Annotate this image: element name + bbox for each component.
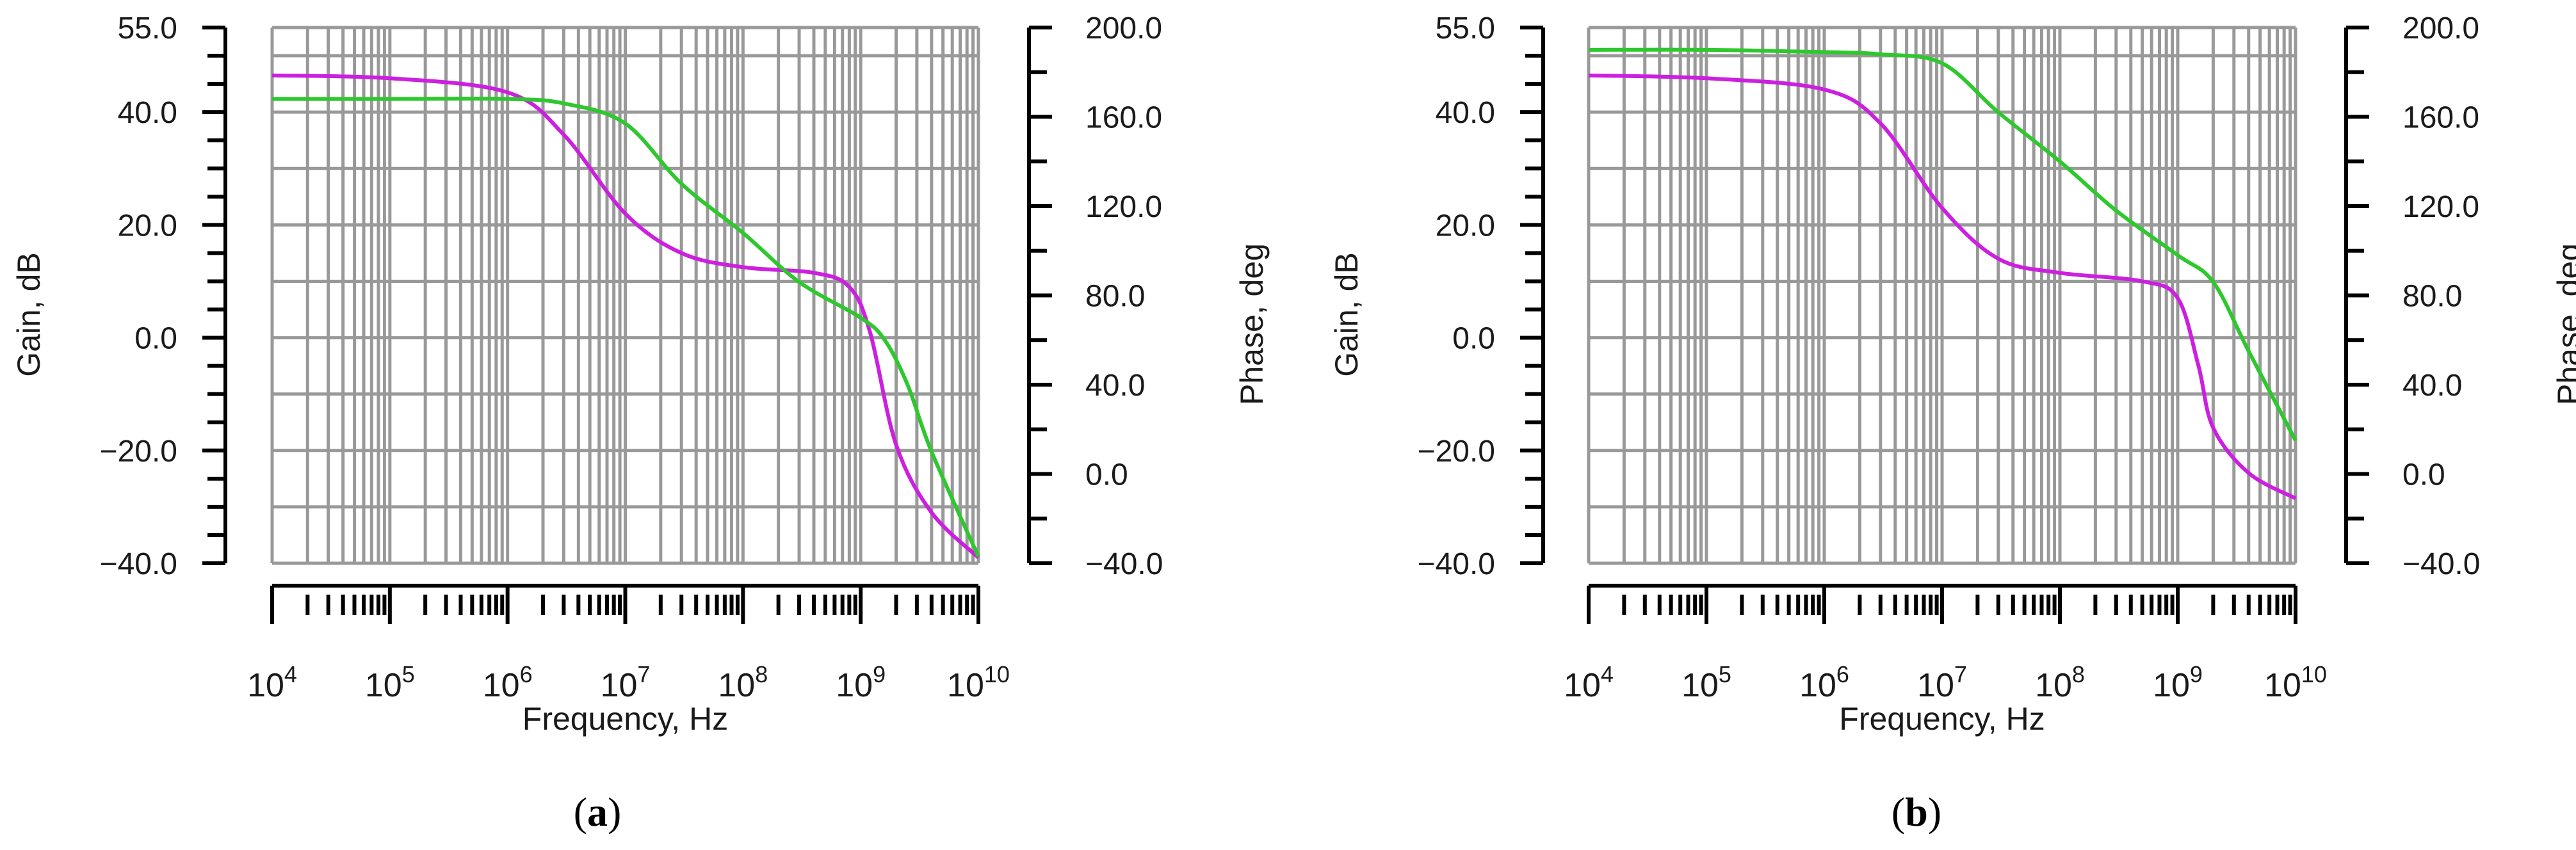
series-group [1588,47,2297,501]
left-tick-label: 40.0 [118,96,177,130]
x-tick-label: 109 [836,661,886,704]
left-tick-label: −40.0 [100,547,177,581]
x-tick-base: 10 [1564,667,1601,704]
right-tick-label: 0.0 [2402,458,2445,492]
x-tick-exponent: 8 [2072,661,2085,687]
right-tick-label: 120.0 [2402,190,2479,224]
x-tick-exponent: 10 [2301,661,2327,687]
x-tick-exponent: 6 [1836,661,1849,687]
right-tick-label: 0.0 [1085,458,1128,492]
x-tick-base: 10 [947,667,984,704]
panel-caption: (b) [1891,789,1941,835]
x-tick-exponent: 5 [1719,661,1731,687]
x-tick-label: 1010 [2264,661,2327,704]
left-tick-label: 40.0 [1436,96,1495,130]
gain-series-line [1588,73,2297,501]
caption-letter: b [1905,789,1928,835]
x-tick-exponent: 9 [873,661,886,687]
x-tick-exponent: 7 [1954,661,1967,687]
x-tick-base: 10 [1799,667,1836,704]
caption-paren: ( [1891,789,1905,835]
x-tick-exponent: 6 [520,661,533,687]
x-tick-base: 10 [2035,667,2072,704]
gain-series-line [271,73,980,559]
right-tick-label: 40.0 [1085,369,1145,403]
x-tick-base: 10 [601,667,638,704]
x-tick-label: 106 [1799,661,1849,704]
right-tick-label: 200.0 [2402,12,2479,45]
x-tick-label: 108 [718,661,768,704]
right-tick-label: 40.0 [2402,369,2462,403]
right-tick-label: 160.0 [2402,101,2479,135]
left-tick-label: −20.0 [1418,435,1495,469]
right-axis-title: Phase, deg [2551,243,2576,405]
x-tick-base: 10 [1917,667,1954,704]
x-tick-label: 104 [247,661,297,704]
left-axis: 55.0 40.0 20.0 0.0 −20.0 −40.0 [1418,12,1545,581]
x-tick-base: 10 [1681,667,1719,704]
x-tick-base: 10 [483,667,520,704]
x-tick-exponent: 8 [755,661,768,687]
left-tick-label: −40.0 [1418,547,1495,581]
x-tick-base: 10 [836,667,873,704]
right-tick-label: −40.0 [1085,547,1163,581]
left-tick-label: 20.0 [118,209,177,243]
caption-paren: ) [1928,789,1941,835]
x-axis: 104 105 106 107 108 109 1010 [1564,584,2327,704]
right-axis: 200.0 160.0 120.0 80.0 40.0 0.0 −40.0 [2344,12,2480,581]
x-tick-exponent: 7 [637,661,650,687]
chart-panel-b: 55.040.020.00.0−20.0−40.0200.0160.0120.0… [1329,12,2576,835]
x-tick-label: 107 [1917,661,1967,704]
left-axis-title: Gain, dB [1329,252,1365,377]
right-tick-label: 120.0 [1085,190,1162,224]
grid [1587,26,2297,565]
right-tick-label: 80.0 [2402,280,2462,314]
caption-paren: ( [574,789,587,835]
x-axis-title: Frequency, Hz [1839,701,2045,737]
left-tick-label: 55.0 [1436,12,1495,45]
x-tick-label: 107 [601,661,651,704]
left-tick-label: 0.0 [1452,322,1495,356]
right-axis-title: Phase, deg [1234,243,1270,405]
x-tick-label: 104 [1564,661,1614,704]
x-tick-base: 10 [247,667,284,704]
x-tick-base: 10 [718,667,755,704]
caption-paren: ) [608,789,621,835]
x-tick-base: 10 [2153,667,2190,704]
x-tick-label: 105 [1681,661,1731,704]
right-tick-label: 80.0 [1085,280,1145,314]
series-group [271,73,980,559]
x-tick-exponent: 9 [2190,661,2203,687]
x-tick-label: 106 [483,661,533,704]
phase-series-line [272,97,980,557]
x-tick-label: 109 [2153,661,2203,704]
x-tick-label: 105 [365,661,415,704]
left-tick-label: 55.0 [118,12,177,45]
phase-series-line [1588,47,2297,442]
x-tick-exponent: 10 [984,661,1010,687]
left-tick-label: 20.0 [1436,209,1495,243]
panel-caption: (a) [574,789,622,835]
right-tick-label: 160.0 [1085,101,1162,135]
left-tick-label: 0.0 [134,322,177,356]
left-axis: 55.0 40.0 20.0 0.0 −20.0 −40.0 [100,12,227,581]
left-tick-label: −20.0 [100,435,177,469]
x-tick-base: 10 [365,667,402,704]
x-tick-base: 10 [2264,667,2301,704]
right-tick-label: 200.0 [1085,12,1162,45]
x-tick-label: 1010 [947,661,1010,704]
x-tick-exponent: 4 [284,661,297,687]
grid [270,26,980,565]
x-tick-exponent: 4 [1601,661,1614,687]
x-axis-title: Frequency, Hz [522,701,728,737]
x-tick-exponent: 5 [402,661,415,687]
chart-panel-a: 55.040.020.00.0−20.0−40.0200.0160.0120.0… [11,12,1270,835]
left-axis-title: Gain, dB [11,252,47,377]
x-axis: 104 105 106 107 108 109 1010 [247,584,1010,704]
x-tick-label: 108 [2035,661,2085,704]
caption-letter: a [587,789,608,835]
right-axis: 200.0 160.0 120.0 80.0 40.0 0.0 −40.0 [1027,12,1163,581]
right-tick-label: −40.0 [2402,547,2480,581]
